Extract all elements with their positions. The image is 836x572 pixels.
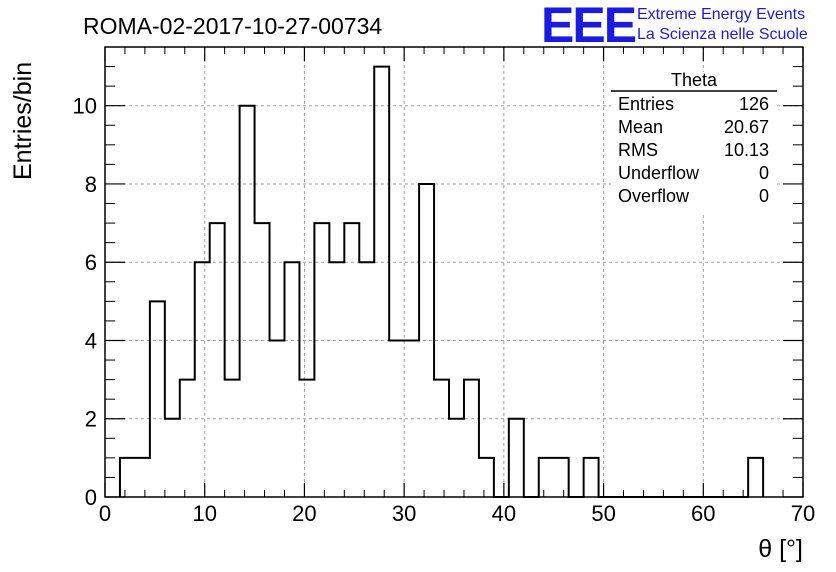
histogram-bin [554,458,569,497]
x-tick-label: 60 [691,501,715,526]
histogram-bin [464,380,479,497]
stats-box-rows: Entries 126 Mean 20.67 RMS 10.13 Underflow 0 Ove… [618,94,769,206]
histogram-bin [180,380,195,497]
histogram-bin [434,380,449,497]
stats-value: 0 [759,186,769,206]
stats-box: Theta Entries 126 Mean 20.67 RMS 10.13 Underfl… [611,70,777,212]
histogram-bin [165,419,180,497]
y-tick-label: 10 [73,94,97,119]
stats-label: Mean [618,117,663,137]
x-tick-labels: 0 10 20 30 40 50 60 70 [99,501,815,526]
stats-label: Overflow [618,186,690,206]
histogram-bin [359,262,374,497]
histogram-bin [449,419,464,497]
histogram-bin [299,380,314,497]
histogram-bin [479,458,494,497]
y-tick-label: 4 [85,328,97,353]
stats-value: 20.67 [724,117,769,137]
x-tick-label: 70 [791,501,815,526]
eee-logo: EEE Extreme Energy Events La Scienza nel… [541,0,808,53]
y-tick-label: 6 [85,250,97,275]
eee-logo-mark: EEE [541,0,636,53]
x-tick-label: 30 [392,501,416,526]
x-axis-label: θ [°] [758,535,803,563]
stats-box-name: Theta [671,70,718,90]
histogram-bin [210,223,225,497]
histogram-bin [509,419,524,497]
histogram-bin [255,223,270,497]
y-tick-labels: 0 2 4 6 8 10 [73,94,97,510]
histogram-bin [344,223,359,497]
histogram-bin [329,262,344,497]
histogram-bin [195,262,210,497]
histogram-bin [374,67,389,497]
y-axis-label: Entries/bin [9,62,37,180]
y-tick-label: 2 [85,407,97,432]
stats-label: Underflow [618,163,700,183]
x-tick-label: 20 [292,501,316,526]
eee-logo-line2: La Scienza nelle Scuole [637,26,808,43]
x-tick-label: 50 [591,501,615,526]
stats-value: 10.13 [724,140,769,160]
stats-box-background [611,72,777,212]
x-tick-label: 0 [99,501,111,526]
histogram-bin [240,106,255,497]
stats-value: 0 [759,163,769,183]
histogram-bin [748,458,763,497]
eee-logo-line1: Extreme Energy Events [637,6,805,23]
histogram-bin [539,458,554,497]
y-tick-label: 0 [85,485,97,510]
plot-frame [104,46,804,498]
stats-label: Entries [618,94,674,114]
chart-title: ROMA-02-2017-10-27-00734 [83,13,382,39]
x-tick-label: 10 [192,501,216,526]
stats-value: 126 [739,94,769,114]
histogram-bin [150,301,165,497]
axis-ticks [104,46,804,498]
histogram-bin [135,458,150,497]
histogram-bin [284,262,299,497]
y-tick-label: 8 [85,172,97,197]
stats-label: RMS [618,140,658,160]
histogram-bin [270,340,285,497]
histogram-bin [225,380,240,497]
histogram-bin [584,458,599,497]
histogram-bin [314,223,329,497]
x-tick-label: 40 [492,501,516,526]
histogram-bin [120,458,135,497]
